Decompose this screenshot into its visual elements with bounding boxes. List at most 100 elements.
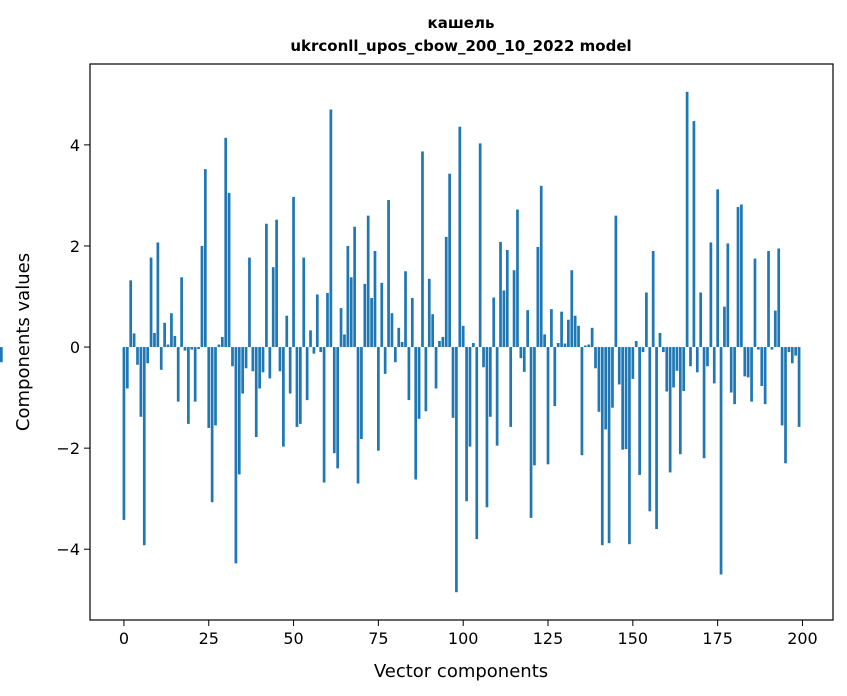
bar — [634, 340, 638, 348]
x-tick-label: 0 — [119, 629, 129, 648]
bar — [227, 192, 231, 348]
y-tick-label: 0 — [70, 338, 80, 357]
bar — [750, 347, 753, 402]
bar — [197, 347, 200, 350]
bar — [475, 347, 479, 540]
y-tick-label: −4 — [56, 540, 80, 559]
bar — [736, 207, 740, 348]
chart-subtitle: ukrconll_upos_cbow_200_10_2022 model — [290, 37, 631, 55]
bar — [129, 280, 133, 348]
bar — [662, 347, 665, 353]
bar — [159, 347, 163, 370]
bar — [363, 283, 367, 348]
y-tick-label: 2 — [70, 237, 80, 256]
bar — [726, 243, 730, 348]
bar — [268, 347, 272, 379]
bar — [678, 347, 682, 455]
bar — [329, 109, 333, 348]
bar — [424, 347, 428, 412]
x-tick-label: 100 — [448, 629, 479, 648]
bar — [536, 246, 540, 348]
bar — [149, 257, 153, 348]
bar — [505, 250, 509, 348]
bar — [583, 345, 587, 348]
bar — [410, 298, 414, 348]
bar — [458, 126, 462, 348]
bar — [244, 347, 248, 369]
bar — [553, 347, 557, 407]
bar — [190, 347, 194, 350]
bar — [448, 173, 451, 348]
bar — [519, 347, 523, 359]
bar — [298, 347, 302, 424]
bar — [136, 347, 139, 365]
bar — [556, 343, 560, 348]
bar — [251, 347, 255, 372]
x-tick-label: 175 — [702, 629, 733, 648]
bar — [315, 294, 319, 348]
bar — [237, 347, 241, 475]
bar — [478, 143, 482, 348]
bar — [180, 277, 183, 348]
bar — [770, 347, 774, 350]
bar — [417, 347, 421, 419]
bar — [187, 347, 190, 424]
chart-title: кашель — [428, 14, 495, 32]
bar — [258, 347, 261, 389]
bar — [356, 347, 360, 484]
bar — [170, 313, 173, 348]
bar — [550, 309, 553, 348]
bar — [719, 347, 723, 575]
bar — [577, 325, 580, 348]
bar — [594, 347, 597, 369]
bar — [689, 347, 692, 367]
x-tick-label: 150 — [618, 629, 649, 648]
bar — [210, 347, 214, 503]
bar — [628, 347, 631, 545]
bar — [441, 336, 445, 348]
bar — [421, 151, 424, 348]
bar — [393, 347, 397, 363]
bar — [567, 319, 570, 348]
x-axis-label: Vector components — [374, 661, 548, 682]
bar — [699, 292, 703, 348]
bar — [275, 219, 278, 348]
bar — [773, 310, 777, 348]
bar — [353, 226, 356, 348]
bar — [499, 241, 502, 348]
bar — [763, 347, 767, 405]
bar — [757, 347, 760, 350]
bar — [414, 347, 418, 480]
bar — [139, 347, 143, 417]
bar — [709, 242, 713, 348]
bar — [482, 347, 485, 368]
bar — [685, 91, 689, 348]
bar — [322, 347, 326, 483]
x-tick-label: 75 — [368, 629, 388, 648]
bar — [729, 347, 733, 393]
bar — [760, 347, 764, 386]
bar — [265, 223, 268, 348]
bar — [288, 347, 292, 394]
bar — [746, 347, 750, 378]
y-tick-label: 4 — [70, 136, 80, 155]
bar — [631, 347, 635, 379]
bar — [214, 347, 217, 426]
bar — [163, 322, 166, 348]
bar — [570, 270, 574, 348]
bar — [346, 245, 350, 348]
bar — [176, 347, 180, 402]
bar — [767, 251, 770, 348]
bar — [383, 347, 387, 374]
bar — [461, 325, 465, 348]
bar — [658, 332, 662, 348]
bar — [692, 121, 696, 348]
bar — [427, 278, 431, 348]
bar — [539, 185, 543, 348]
bar — [305, 347, 309, 401]
bar — [794, 347, 798, 356]
bar — [248, 257, 251, 348]
bar — [485, 347, 489, 508]
bar — [533, 347, 536, 466]
bar — [220, 336, 224, 348]
